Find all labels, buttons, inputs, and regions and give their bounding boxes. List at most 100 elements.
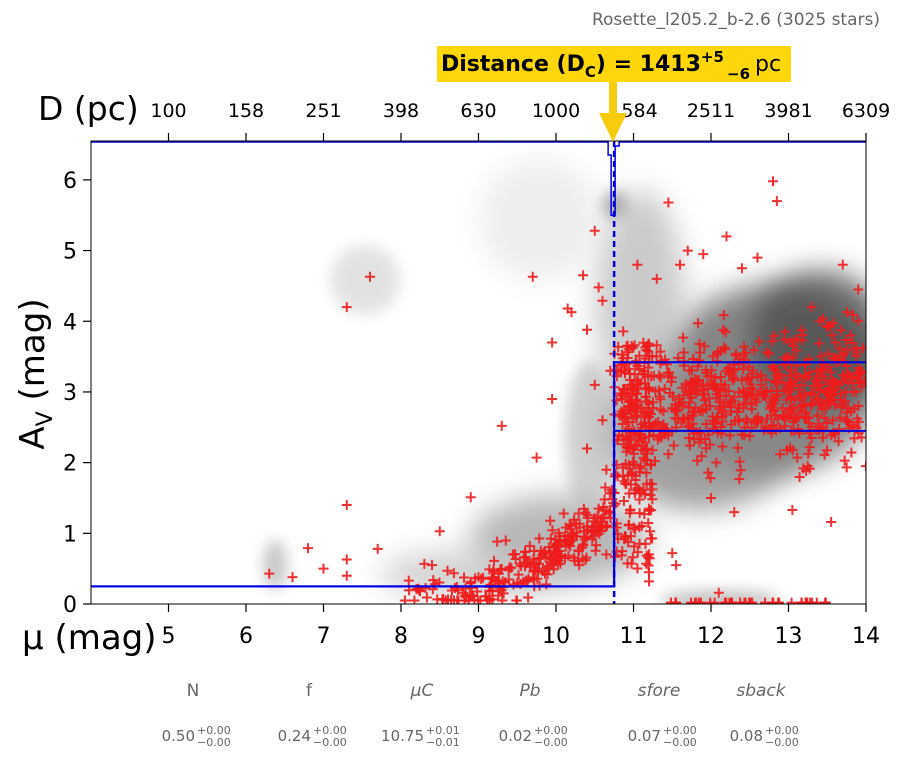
param-plus: +0.00 (765, 724, 799, 737)
star-marker (803, 448, 814, 459)
star-marker (489, 555, 499, 566)
star-marker (303, 543, 313, 554)
star-marker (835, 412, 846, 423)
star-marker (818, 359, 829, 370)
star-marker (644, 576, 654, 587)
star-marker (597, 295, 608, 306)
star-marker (403, 575, 414, 586)
annotation-arrow-head (599, 113, 627, 142)
star-marker (706, 365, 717, 376)
star-marker (627, 552, 638, 563)
star-marker (547, 525, 558, 536)
top-tick-label: 100 (150, 100, 186, 122)
star-marker (827, 330, 838, 341)
star-marker (647, 494, 658, 505)
star-marker (529, 545, 540, 556)
star-marker (783, 351, 794, 362)
star-marker (680, 379, 691, 390)
star-marker (629, 541, 640, 552)
chart-title: Rosette_l205.2_b-2.6 (3025 stars) (592, 10, 880, 30)
star-marker (460, 583, 471, 594)
x-tick-label: 9 (472, 624, 486, 649)
star-marker (721, 231, 732, 242)
star-marker (812, 410, 823, 421)
star-marker (545, 515, 556, 526)
star-markers (264, 176, 866, 604)
star-marker (513, 569, 524, 580)
annotation-unit: pc (748, 52, 781, 77)
star-marker (624, 508, 635, 519)
param-minus: −0.00 (534, 736, 568, 749)
star-marker (765, 403, 776, 414)
star-marker (796, 406, 807, 417)
star-marker (544, 552, 555, 563)
star-marker (719, 342, 730, 353)
star-marker (823, 361, 834, 372)
star-marker (582, 510, 593, 521)
x-tick-label: 7 (317, 624, 331, 649)
star-marker (659, 423, 670, 434)
star-marker (733, 399, 744, 410)
param-value: 0.02 (499, 727, 532, 745)
star-marker (819, 449, 830, 460)
star-marker (427, 560, 437, 571)
star-marker (730, 348, 741, 359)
top-axis-label: D (pc) (38, 89, 139, 128)
star-marker (779, 326, 790, 337)
star-marker (639, 509, 650, 520)
star-marker (578, 503, 589, 514)
star-marker (703, 467, 714, 478)
star-marker (527, 271, 538, 282)
star-marker (735, 465, 746, 476)
star-marker (632, 547, 643, 558)
star-marker (565, 524, 576, 535)
star-marker (672, 405, 683, 416)
star-marker (806, 387, 817, 398)
star-marker (756, 379, 767, 390)
star-marker (678, 332, 689, 343)
bottom-axis: 5 6 7 8 9 10 11 12 13 14 (162, 604, 880, 649)
star-marker (528, 566, 539, 577)
star-marker (507, 549, 518, 560)
star-marker (821, 386, 832, 397)
star-marker (712, 412, 723, 423)
top-tick-label: 3981 (764, 100, 812, 122)
star-marker (287, 572, 298, 583)
star-marker (820, 597, 831, 604)
star-marker (711, 389, 722, 400)
star-marker (696, 451, 707, 462)
y-axis-label: AV (mag) (13, 298, 58, 449)
param-minus: −0.00 (197, 736, 231, 749)
star-marker (771, 391, 782, 402)
star-marker (836, 375, 847, 386)
star-marker (783, 370, 794, 381)
star-marker (682, 245, 693, 256)
top-tick-label: 1000 (532, 100, 580, 122)
star-marker (341, 302, 352, 313)
star-marker (734, 474, 745, 485)
star-marker (849, 403, 860, 414)
star-marker (797, 392, 808, 403)
star-marker (800, 373, 811, 384)
top-tick-label: 398 (383, 100, 419, 122)
param-value: 0.07 (628, 727, 661, 745)
star-marker (484, 564, 495, 575)
x-tick-label: 11 (620, 624, 648, 649)
star-marker (717, 416, 728, 427)
star-marker (641, 345, 652, 356)
star-marker (841, 307, 852, 318)
star-marker (556, 550, 567, 561)
star-marker (709, 597, 720, 604)
star-marker (623, 520, 634, 531)
star-marker (705, 377, 716, 388)
star-marker (531, 558, 542, 569)
star-marker (629, 459, 640, 470)
star-marker (718, 324, 729, 335)
star-marker (533, 563, 544, 574)
star-marker (751, 397, 762, 408)
param-value: 0.24 (278, 727, 311, 745)
star-marker (745, 382, 756, 393)
y-tick-label: 3 (63, 381, 77, 406)
star-marker (685, 376, 696, 387)
top-tick-label: 6309 (842, 100, 890, 122)
